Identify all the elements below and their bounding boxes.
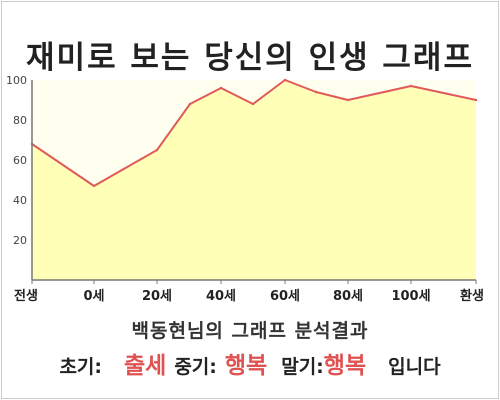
y-tick-label-80: 80 <box>13 114 27 127</box>
x-tick-label-7: 환생 <box>460 288 484 304</box>
y-tick-label-20: 20 <box>13 234 27 247</box>
analysis-result: 초기: 출세 중기: 행복 말기: 행복 입니다 <box>0 346 500 380</box>
data-point-9 <box>409 84 413 88</box>
data-point-10 <box>474 98 478 102</box>
early-value: 출세 <box>124 353 167 379</box>
early-label: 초기: <box>59 356 102 378</box>
data-point-5 <box>251 102 255 106</box>
data-point-8 <box>346 98 350 102</box>
data-point-6 <box>283 78 287 82</box>
x-tick-label-1: 0세 <box>83 289 104 304</box>
mid-label: 중기: <box>174 356 217 378</box>
data-point-2 <box>155 148 159 152</box>
data-point-1 <box>92 184 96 188</box>
x-tick-label-2: 20세 <box>142 289 172 304</box>
data-point-4 <box>219 86 223 90</box>
x-tick-label-3: 40세 <box>206 289 236 304</box>
y-tick-label-100: 100 <box>6 74 27 87</box>
x-tick-label-0: 전생 <box>14 288 38 304</box>
ending-text: 입니다 <box>388 356 441 378</box>
chart-title: 재미로 보는 당신의 인생 그래프 <box>26 40 474 76</box>
data-point-3 <box>188 102 192 106</box>
late-value: 행복 <box>323 353 367 379</box>
series-area <box>32 80 476 280</box>
x-tick-label-4: 60세 <box>270 289 300 304</box>
x-tick-label-6: 100세 <box>391 289 430 304</box>
y-tick-label-40: 40 <box>13 194 27 207</box>
x-tick-label-5: 80세 <box>333 289 363 304</box>
mid-value: 행복 <box>224 353 268 379</box>
analysis-heading: 백동현님의 그래프 분석결과 <box>131 320 369 342</box>
data-point-7 <box>314 90 318 94</box>
late-label: 말기: <box>281 356 324 378</box>
y-tick-label-60: 60 <box>13 154 27 167</box>
